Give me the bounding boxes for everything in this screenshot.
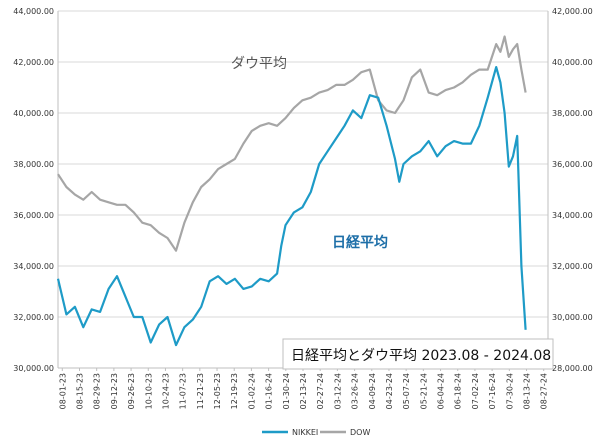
- series-line-nikkei: [56, 66, 527, 347]
- chart-title: 日経平均とダウ平均 2023.08 - 2024.08: [291, 348, 551, 364]
- y-left-tick-label: 38,000.00: [13, 160, 54, 169]
- x-tick-label: 08-01-23: [58, 373, 67, 409]
- y-left-tick-label: 36,000.00: [13, 211, 54, 220]
- y-right-tick-label: 30,000.00: [552, 313, 593, 322]
- title-box: [282, 338, 554, 370]
- x-axis-ticks: 08-01-23 08-15-23 08-29-23 09-12-23 09-26-23…: [58, 368, 549, 409]
- x-tick-label: 03-26-24: [351, 373, 360, 409]
- y-right-tick-label: 42,000.00: [552, 7, 593, 16]
- x-tick-label: 02-13-24: [299, 373, 308, 409]
- series-line-dow: [57, 35, 527, 252]
- y-left-tick-label: 30,000.00: [13, 364, 54, 373]
- x-tick-label: 01-02-24: [247, 373, 256, 409]
- x-tick-label: 08-27-24: [540, 373, 549, 409]
- x-tick-label: 10-24-23: [161, 373, 170, 409]
- x-tick-label: 10-10-23: [144, 373, 153, 409]
- y-left-tick-label: 42,000.00: [13, 58, 54, 67]
- x-tick-label: 07-02-24: [471, 373, 480, 409]
- y-right-tick-label: 34,000.00: [552, 211, 593, 220]
- x-tick-label: 05-21-24: [419, 373, 428, 409]
- x-tick-label: 03-12-24: [333, 373, 342, 409]
- y-right-tick-label: 40,000.00: [552, 58, 593, 67]
- dow-annotation: ダウ平均: [231, 56, 287, 72]
- y-left-tick-label: 44,000.00: [13, 7, 54, 16]
- x-tick-label: 09-26-23: [127, 373, 136, 409]
- left-axis-ticks: 30,000.00 32,000.00 34,000.00 36,000.00 38,0…: [13, 7, 54, 373]
- x-tick-label: 09-12-23: [110, 373, 119, 409]
- axes: [57, 11, 549, 369]
- y-right-tick-label: 36,000.00: [552, 160, 593, 169]
- right-axis-ticks: 28,000.00 30,000.00 32,000.00 34,000.00 36,0…: [552, 7, 593, 373]
- y-right-tick-label: 32,000.00: [552, 262, 593, 271]
- legend-label-dow: DOW: [350, 428, 370, 437]
- y-left-tick-label: 32,000.00: [13, 313, 54, 322]
- series-lines: [56, 35, 527, 347]
- nikkei-annotation: 日経平均: [332, 234, 388, 251]
- y-left-tick-label: 34,000.00: [13, 262, 54, 271]
- x-tick-label: 08-29-23: [93, 373, 102, 409]
- x-tick-label: 11-21-23: [196, 373, 205, 409]
- x-tick-label: 11-07-23: [179, 373, 188, 409]
- x-tick-label: 08-15-23: [75, 373, 84, 409]
- x-tick-label: 04-09-24: [368, 373, 377, 409]
- x-tick-label: 01-30-24: [282, 373, 291, 409]
- x-tick-label: 05-07-24: [402, 373, 411, 409]
- y-left-tick-label: 40,000.00: [13, 109, 54, 118]
- x-tick-label: 01-16-24: [265, 373, 274, 409]
- x-tick-label: 12-19-23: [230, 373, 239, 409]
- y-right-tick-label: 28,000.00: [552, 364, 593, 373]
- y-right-tick-label: 38,000.00: [552, 109, 593, 118]
- x-tick-label: 07-16-24: [488, 373, 497, 409]
- x-tick-label: 07-30-24: [505, 373, 514, 409]
- x-tick-label: 02-27-24: [316, 373, 325, 409]
- legend: NIKKEI DOW: [262, 428, 370, 437]
- x-tick-label: 04-23-24: [385, 373, 394, 409]
- x-tick-label: 06-18-24: [454, 373, 463, 409]
- x-tick-label: 08-13-24: [523, 373, 532, 409]
- legend-label-nikkei: NIKKEI: [292, 428, 318, 437]
- x-tick-label: 12-05-23: [213, 373, 222, 409]
- gridlines: [58, 10, 548, 369]
- x-tick-label: 06-04-24: [437, 373, 446, 409]
